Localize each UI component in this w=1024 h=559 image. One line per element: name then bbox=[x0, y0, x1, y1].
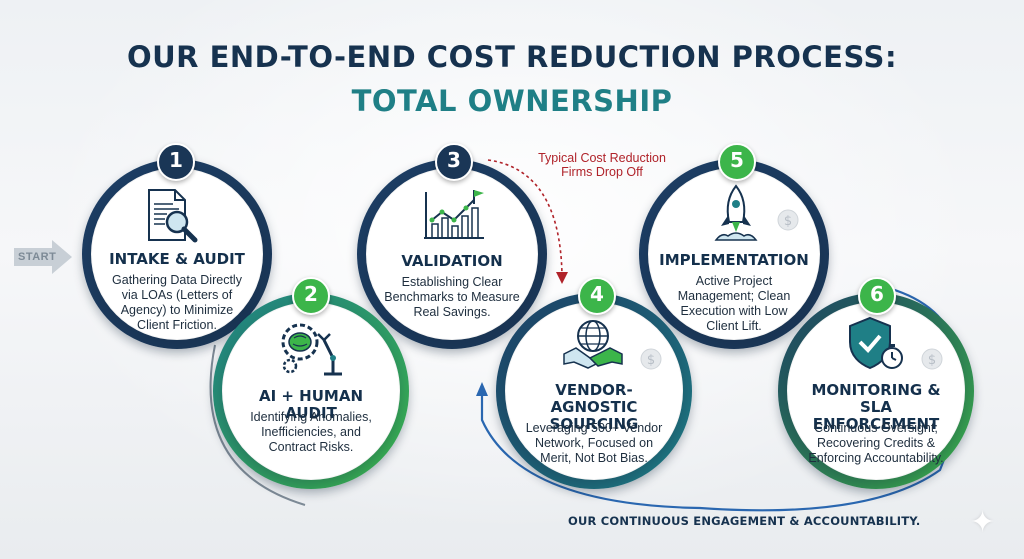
step-2-title: AI + HUMAN AUDIT bbox=[258, 387, 364, 422]
rocket-icon bbox=[714, 184, 758, 241]
svg-text:$: $ bbox=[928, 353, 936, 368]
start-arc bbox=[209, 344, 306, 506]
dollar-coin-icon: $ bbox=[640, 348, 662, 370]
step-4-title: VENDOR-AGNOSTIC SOURCING bbox=[549, 381, 639, 433]
start-arrow-icon bbox=[14, 240, 72, 274]
document-magnifier-icon bbox=[148, 189, 198, 243]
shield-stopwatch-icon bbox=[849, 316, 903, 370]
footer-text: OUR CONTINUOUS ENGAGEMENT & ACCOUNTABILI… bbox=[568, 514, 921, 528]
chart-flag-icon bbox=[424, 190, 484, 239]
step-3-title: VALIDATION bbox=[401, 252, 503, 270]
step-6-title: MONITORING & SLA ENFORCEMENT bbox=[811, 381, 941, 433]
continuous-loop-arrowhead bbox=[476, 382, 488, 396]
step-2-badge: 2 bbox=[292, 277, 330, 315]
svg-text:$: $ bbox=[647, 353, 655, 368]
page-subtitle: TOTAL OWNERSHIP bbox=[351, 84, 673, 118]
step-4-badge: 4 bbox=[578, 277, 616, 315]
page-title: OUR END-TO-END COST REDUCTION PROCESS: bbox=[126, 40, 898, 74]
step-1-badge: 1 bbox=[157, 143, 195, 181]
dollar-coin-icon: $ bbox=[777, 209, 799, 231]
step-3-circle bbox=[366, 168, 538, 340]
start-label: START bbox=[18, 251, 57, 263]
step-2-description: Identifying Anomalies, Inefficiencies, a… bbox=[250, 410, 372, 454]
step-5-description: Active Project Management; Clean Executi… bbox=[677, 274, 791, 333]
dollar-coin-icon: $ bbox=[921, 348, 943, 370]
sparkle-icon: ✦ bbox=[970, 506, 996, 539]
step-5-title: IMPLEMENTATION bbox=[659, 251, 809, 269]
drop-off-arrow bbox=[487, 159, 563, 276]
step-6-description: Continuous Oversight; Recovering Credits… bbox=[808, 421, 944, 465]
step-6-badge: 6 bbox=[858, 277, 896, 315]
drop-off-arrowhead bbox=[556, 272, 568, 284]
step-4-description: Leveraging 500+ Vendor Network, Focused … bbox=[525, 421, 663, 465]
step-1-description: Gathering Data Directly via LOAs (Letter… bbox=[112, 273, 242, 332]
step-1-title: INTAKE & AUDIT bbox=[109, 250, 245, 268]
step-3-badge: 3 bbox=[435, 143, 473, 181]
step-5-badge: 5 bbox=[718, 143, 756, 181]
brain-gear-robot-arm-icon bbox=[281, 323, 342, 376]
step-3-description: Establishing Clear Benchmarks to Measure… bbox=[384, 275, 520, 319]
drop-off-note: Typical Cost Reduction Firms Drop Off bbox=[538, 151, 666, 179]
step-2-circle bbox=[222, 302, 400, 480]
svg-text:$: $ bbox=[784, 214, 792, 229]
globe-handshake-icon bbox=[563, 320, 623, 369]
